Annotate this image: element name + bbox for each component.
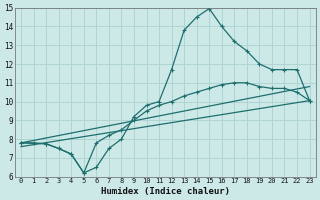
X-axis label: Humidex (Indice chaleur): Humidex (Indice chaleur) — [101, 187, 230, 196]
